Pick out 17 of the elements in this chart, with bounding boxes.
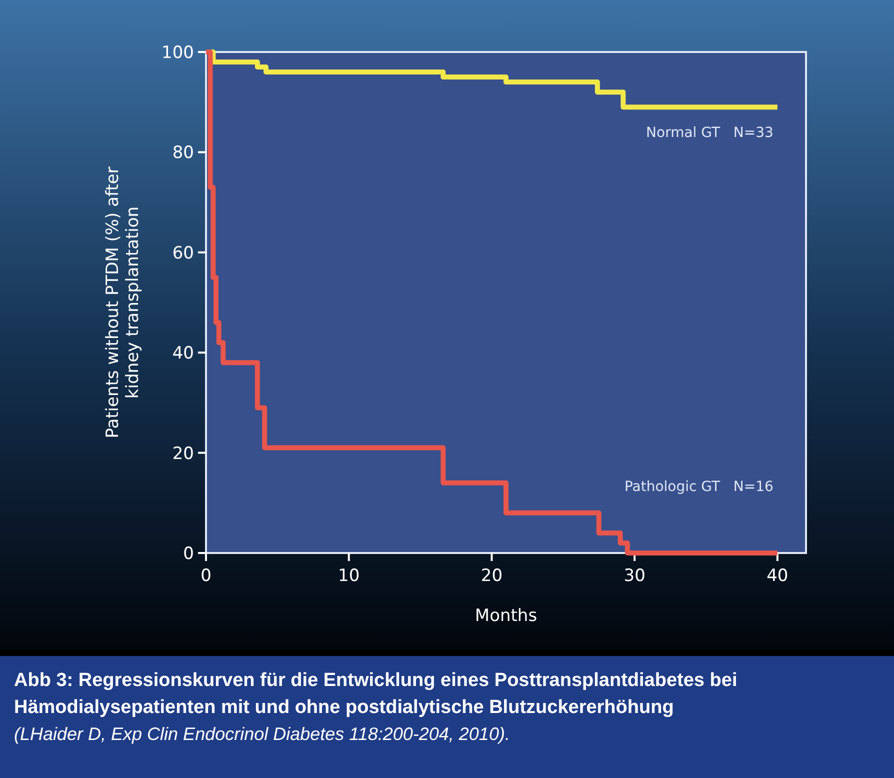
text: (LHaider D, Exp Clin Endocrinol Diabetes 118:200-204, 2010). <box>14 724 510 744</box>
y-tick-label: 100 <box>162 42 194 63</box>
y-tick-label: 20 <box>172 444 194 464</box>
x-tick-label: 30 <box>624 566 646 586</box>
y-tick-label: 60 <box>172 243 194 264</box>
text: Pathologic GT N=16 <box>624 479 774 495</box>
y-tick-label: 80 <box>172 143 194 164</box>
x-tick-label: 40 <box>766 566 788 586</box>
y-axis-title: Patients without PTDM (%) after kidney transplantation <box>102 166 144 438</box>
x-tick-label: 0 <box>200 566 212 586</box>
y-tick-label: 40 <box>172 344 194 364</box>
x-tick-label: 20 <box>480 566 503 586</box>
y-tick-label: 0 <box>183 544 194 564</box>
text: Abb 3: Regressionskurven für die Entwicklung eines Posttransplantdiabetes bei Hämodialysepatienten mit und ohne postdialytische Blutzuckererhöhung <box>14 670 738 718</box>
x-axis-title: Months <box>474 606 538 626</box>
x-tick-label: 10 <box>338 566 360 586</box>
series-label: Normal GT N=33 <box>646 125 774 142</box>
